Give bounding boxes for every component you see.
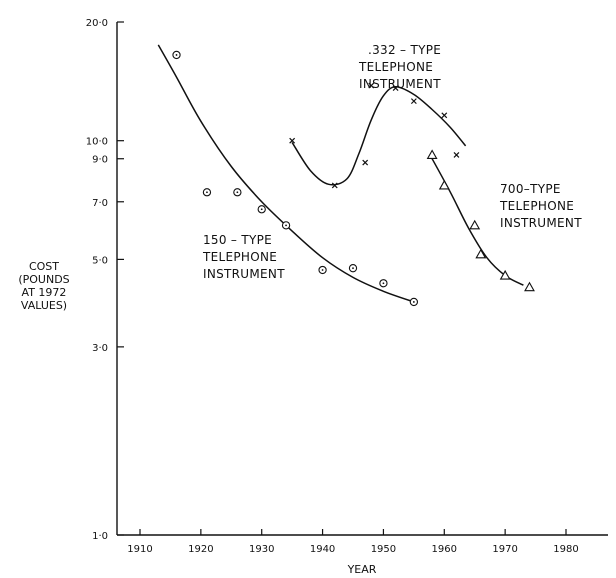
data-point-150-type xyxy=(281,221,291,230)
y-tick-label: 10·0 xyxy=(86,137,108,148)
marker-cross-b xyxy=(392,85,399,91)
data-point-150-type xyxy=(257,205,266,214)
data-point-150-type xyxy=(409,297,419,307)
marker-center-dot xyxy=(206,191,208,194)
y-axis-title-line-3: AT 1972 xyxy=(22,286,67,299)
marker-cross-b xyxy=(331,182,338,189)
label-332-type-line-3: INSTRUMENT xyxy=(359,77,441,91)
label-700-type-line-3: INSTRUMENT xyxy=(500,216,582,230)
x-tick-label: 1980 xyxy=(553,544,578,555)
marker-center-dot xyxy=(285,224,287,227)
marker-center-dot xyxy=(382,282,385,285)
data-point-332-type xyxy=(441,112,448,119)
data-point-150-type xyxy=(172,50,181,60)
marker-cross-b xyxy=(368,82,375,89)
data-point-700-type xyxy=(438,179,450,190)
y-tick-label: 3·0 xyxy=(92,343,108,354)
data-point-150-type xyxy=(202,188,212,197)
label-150-type-line-1: 150 – TYPE xyxy=(203,233,272,247)
axes: 1910 1920 1930 1940 1950 1960 1970 1980 1·0 3·0 5·… xyxy=(86,18,608,555)
data-point-150-type xyxy=(318,265,327,275)
marker-cross-b xyxy=(453,152,460,158)
y-tick-label: 7·0 xyxy=(92,198,108,209)
label-150-type-line-2: TELEPHONE xyxy=(202,250,277,264)
y-tick-label: 1·0 xyxy=(92,531,108,542)
y-tick-label: 5·0 xyxy=(92,255,108,266)
data-point-332-type xyxy=(392,85,399,91)
marker-cross-b xyxy=(289,137,296,144)
data-point-700-type xyxy=(499,269,511,280)
series-layer xyxy=(157,44,535,307)
x-tick-label: 1940 xyxy=(310,544,335,555)
series-0-trend-curve xyxy=(157,44,415,303)
x-tick-label: 1960 xyxy=(432,544,457,555)
data-point-700-type xyxy=(524,281,535,292)
x-tick-label: 1970 xyxy=(492,544,517,555)
y-tick-label: 20·0 xyxy=(86,18,108,29)
label-332-type-line-2: TELEPHONE xyxy=(358,60,433,74)
data-point-150-type xyxy=(348,264,358,273)
x-tick-label: 1950 xyxy=(371,544,396,555)
x-axis-title: YEAR xyxy=(347,563,377,576)
marker-cross-b xyxy=(441,112,448,119)
data-point-700-type xyxy=(475,248,487,259)
data-point-332-type xyxy=(368,82,375,89)
marker-center-dot xyxy=(260,208,263,211)
data-point-332-type xyxy=(410,98,417,105)
data-point-700-type xyxy=(426,149,438,160)
label-700-type-line-1: 700–TYPE xyxy=(500,182,561,196)
marker-center-dot xyxy=(352,267,354,270)
label-150-type-line-3: INSTRUMENT xyxy=(203,267,285,281)
marker-center-dot xyxy=(321,269,324,271)
data-point-332-type xyxy=(289,137,296,144)
y-axis-title-line-2: (POUNDS xyxy=(18,273,69,286)
data-point-700-type xyxy=(469,219,481,230)
data-point-332-type xyxy=(362,159,369,166)
marker-center-dot xyxy=(236,191,239,194)
y-tick-label: 9·0 xyxy=(92,155,108,166)
y-axis-title-line-4: VALUES) xyxy=(21,299,67,312)
series-1-trend-curve xyxy=(291,86,467,186)
data-point-332-type xyxy=(453,152,460,158)
x-tick-label: 1910 xyxy=(127,544,152,555)
marker-center-dot xyxy=(175,54,178,56)
data-point-332-type xyxy=(331,182,338,189)
y-axis-title-line-1: COST xyxy=(29,260,59,273)
x-tick-label: 1920 xyxy=(188,544,213,555)
marker-cross-b xyxy=(362,159,369,166)
label-332-type-line-1: .332 – TYPE xyxy=(368,43,441,57)
label-700-type-line-2: TELEPHONE xyxy=(499,199,574,213)
data-point-150-type xyxy=(233,188,242,197)
marker-center-dot xyxy=(412,301,415,303)
marker-cross-b xyxy=(410,98,417,105)
data-point-150-type xyxy=(379,279,388,288)
x-tick-label: 1930 xyxy=(249,544,274,555)
